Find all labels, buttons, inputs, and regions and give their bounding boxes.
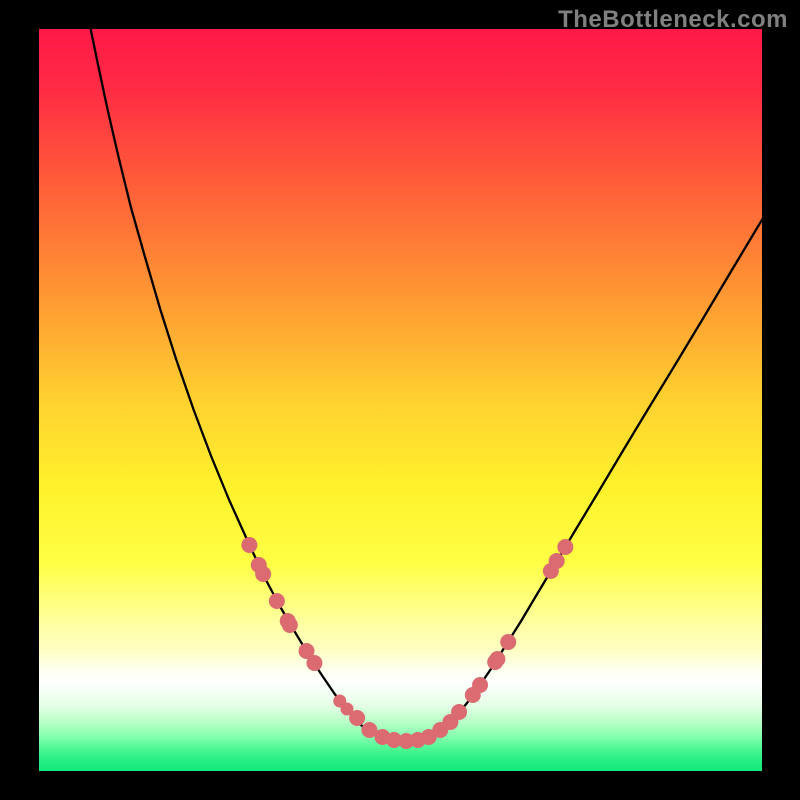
curve-marker	[500, 634, 516, 650]
curve-marker	[255, 566, 271, 582]
watermark-text: TheBottleneck.com	[558, 6, 788, 34]
curve-marker	[241, 537, 257, 553]
curve-marker	[282, 617, 298, 633]
curve-marker	[269, 593, 285, 609]
curve-marker	[557, 539, 573, 555]
curve-marker	[306, 655, 322, 671]
bottleneck-chart	[0, 0, 800, 800]
chart-container: TheBottleneck.com	[0, 0, 800, 800]
curve-marker	[472, 677, 488, 693]
curve-marker	[549, 553, 565, 569]
curve-marker	[489, 651, 505, 667]
curve-marker	[349, 710, 365, 726]
curve-marker	[451, 704, 467, 720]
